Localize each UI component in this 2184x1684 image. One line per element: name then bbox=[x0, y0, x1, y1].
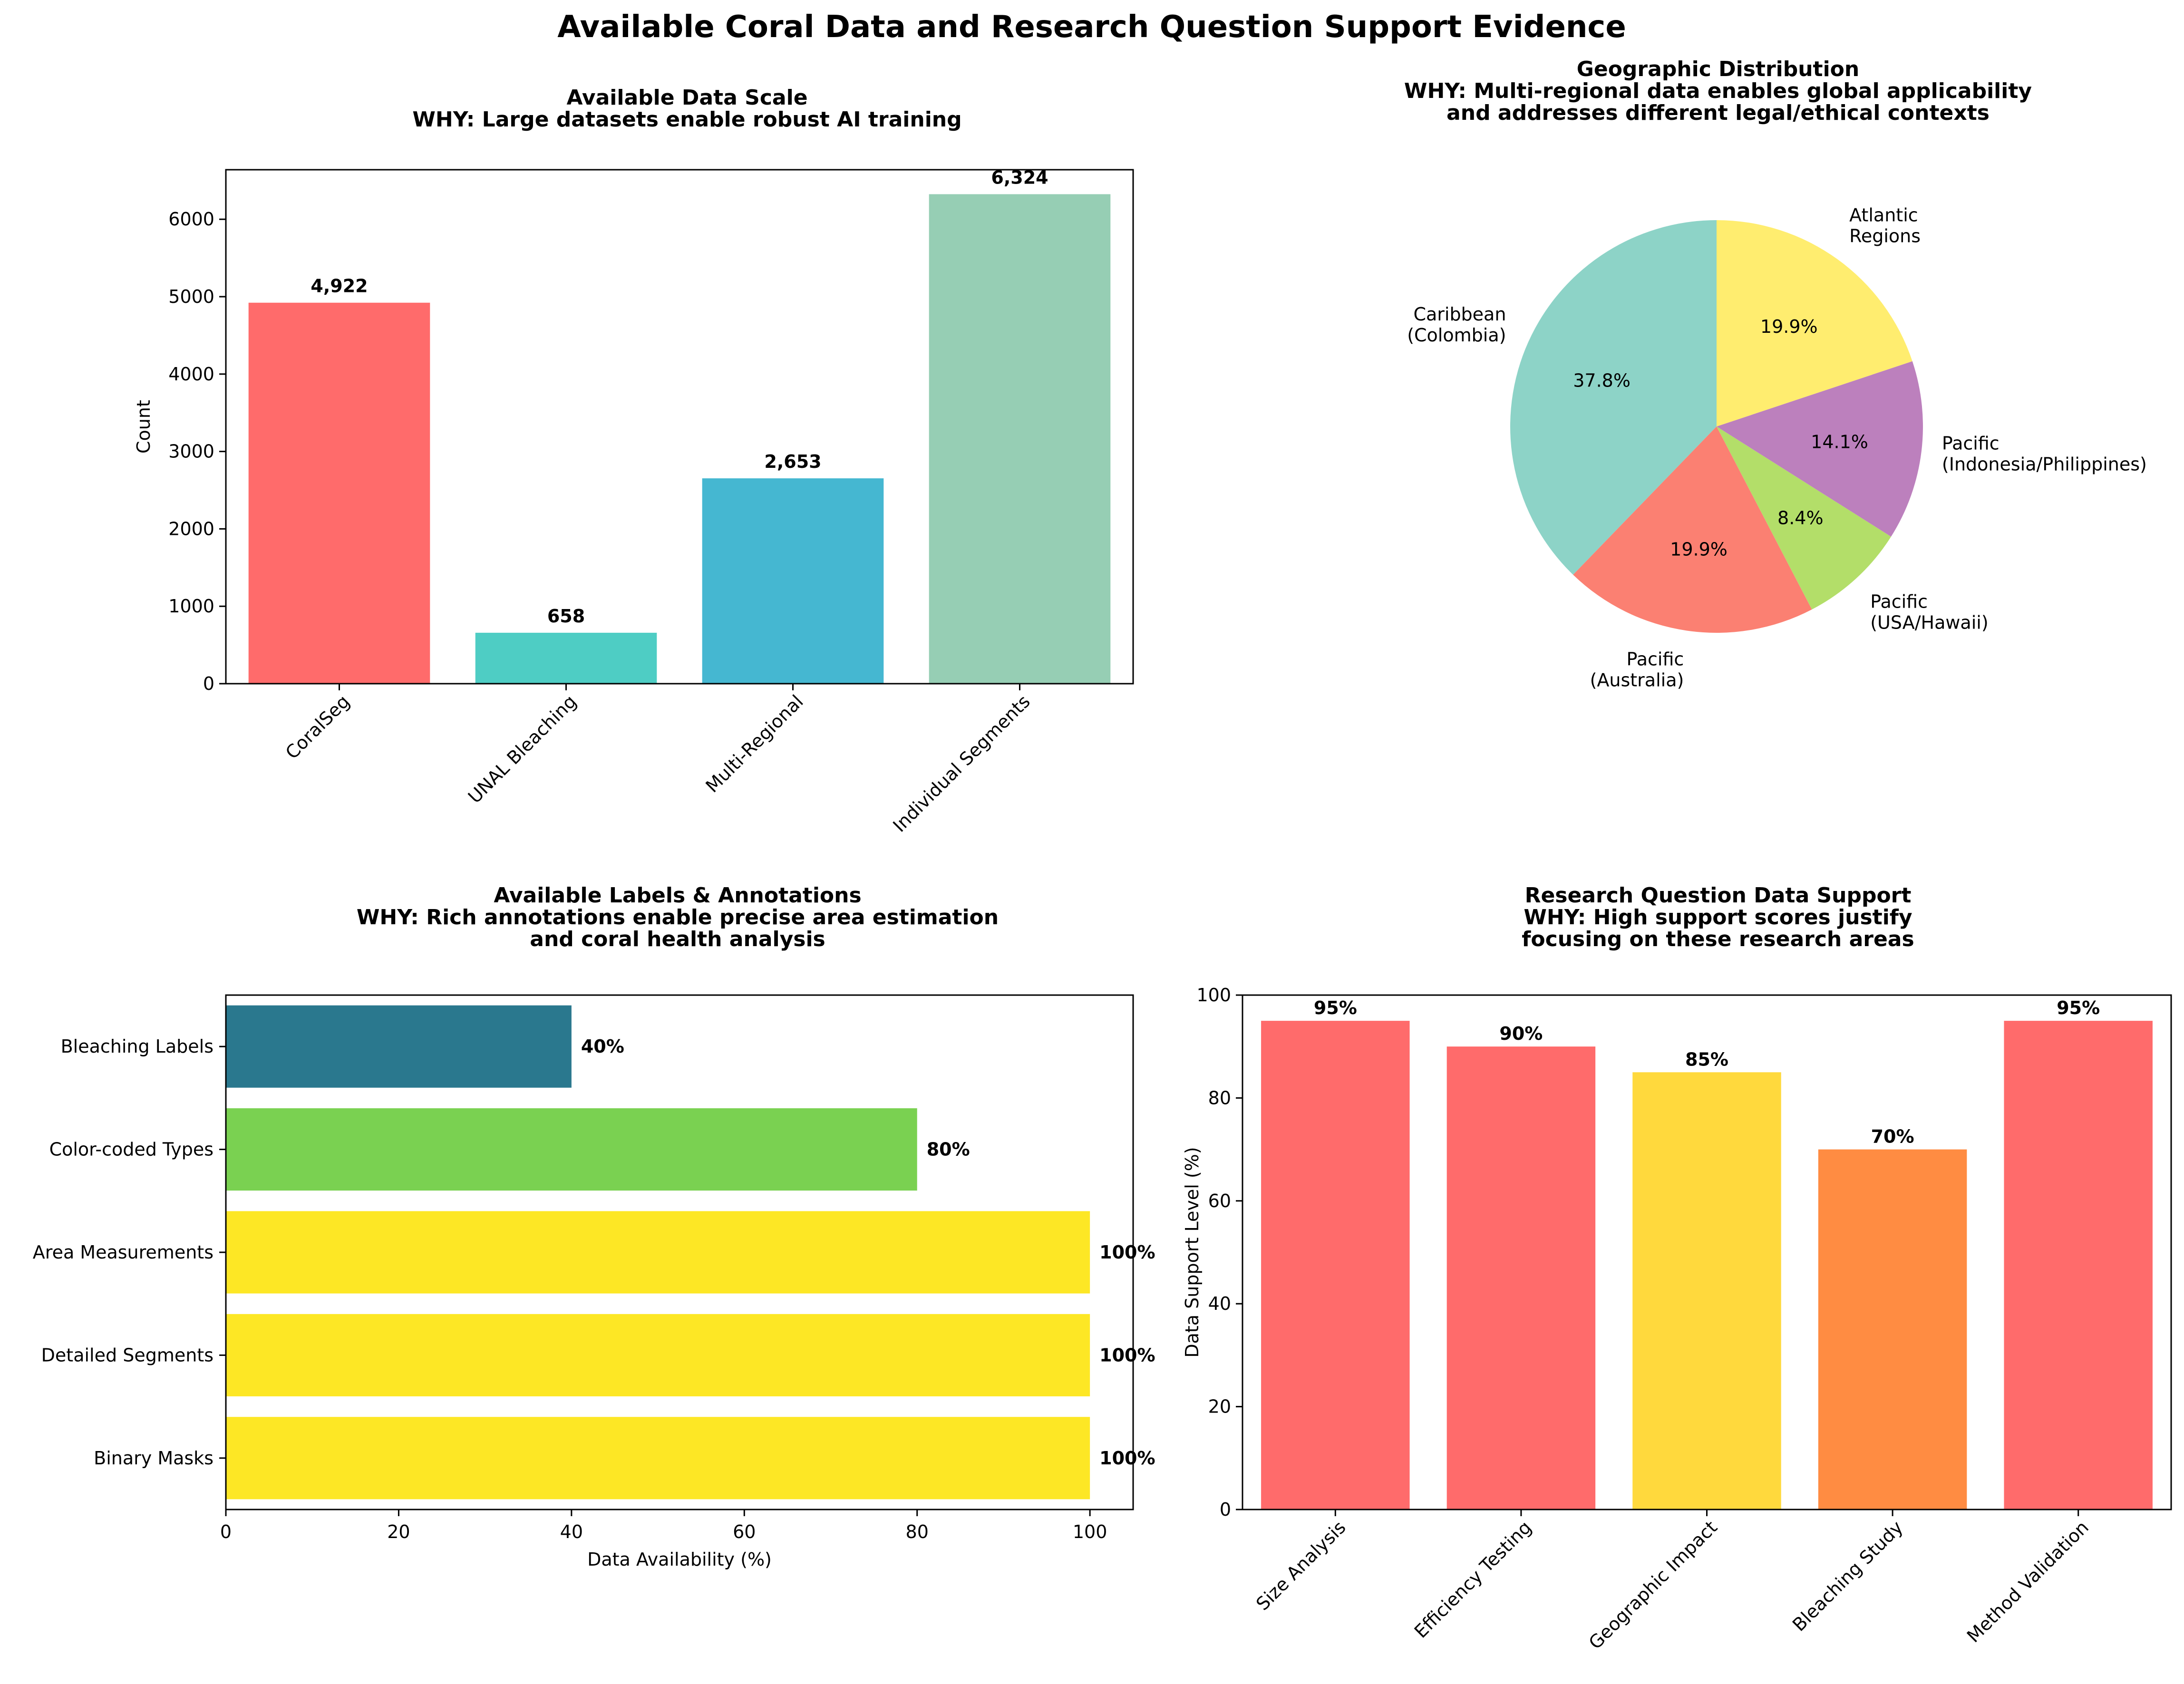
geo-dist-slice-pacific-indonesia-philippines-pct-label: 14.1% bbox=[1811, 431, 1868, 452]
data-scale-y-tick-label-0: 0 bbox=[203, 673, 214, 694]
research-support-bar-bleaching-study bbox=[1818, 1149, 1967, 1510]
data-scale-y-tick-label-6000: 6000 bbox=[168, 209, 214, 230]
research-support-title-line-2: WHY: High support scores justify bbox=[1524, 905, 1912, 929]
labels-bar-bleaching-labels bbox=[226, 1005, 572, 1088]
research-support-bar-geographic-impact bbox=[1632, 1072, 1781, 1510]
labels-x-tick-label-0: 0 bbox=[220, 1521, 232, 1542]
labels-y-tick-label-binary-masks: Binary Masks bbox=[94, 1448, 214, 1469]
geo-dist-slice-caribbean-colombia-label-line-1: Caribbean bbox=[1413, 304, 1506, 325]
data-scale-y-axis-label: Count bbox=[133, 400, 154, 454]
data-scale-value-label-unal-bleaching: 658 bbox=[547, 606, 585, 627]
labels-y-tick-label-detailed-segments: Detailed Segments bbox=[41, 1345, 214, 1365]
research-support-y-tick-label-20: 20 bbox=[1208, 1396, 1231, 1417]
labels-x-tick-label-60: 60 bbox=[733, 1521, 756, 1542]
geo-dist-slice-pacific-indonesia-philippines-label-line-1: Pacific bbox=[1942, 433, 2000, 454]
geo-dist-slice-pacific-usa-hawaii-label-line-1: Pacific bbox=[1870, 591, 1928, 612]
geo-dist-slice-pacific-usa-hawaii-label-line-2: (USA/Hawaii) bbox=[1870, 612, 1988, 633]
geo-dist-slice-atlantic-regions-label-line-2: Regions bbox=[1849, 226, 1921, 247]
research-support-value-label-bleaching-study: 70% bbox=[1871, 1126, 1914, 1147]
research-support-bar-method-validation bbox=[2004, 1021, 2153, 1510]
research-support-y-tick-label-0: 0 bbox=[1220, 1499, 1231, 1520]
figure-title: Available Coral Data and Research Questi… bbox=[557, 10, 1626, 45]
data-scale-y-tick-label-1000: 1000 bbox=[168, 596, 214, 617]
labels-value-label-area-measurements: 100% bbox=[1099, 1242, 1155, 1263]
geo-dist-slice-pacific-australia-label-line-1: Pacific bbox=[1627, 648, 1684, 669]
research-support-y-tick-label-60: 60 bbox=[1208, 1190, 1231, 1211]
research-support-y-axis-label: Data Support Level (%) bbox=[1182, 1147, 1203, 1357]
research-support-bar-size-analysis bbox=[1261, 1021, 1410, 1510]
data-scale-title-line-1: Available Data Scale bbox=[566, 86, 807, 110]
geo-dist-slice-caribbean-colombia bbox=[1510, 220, 1717, 575]
research-support-y-tick-label-40: 40 bbox=[1208, 1293, 1231, 1314]
data-scale-value-label-multi-regional: 2,653 bbox=[764, 451, 821, 472]
research-support-title-line-3: focusing on these research areas bbox=[1522, 927, 1914, 951]
geo-dist-slice-pacific-usa-hawaii-pct-label: 8.4% bbox=[1777, 508, 1824, 529]
labels-title-line-2: WHY: Rich annotations enable precise are… bbox=[357, 905, 999, 929]
geo-dist-slice-pacific-usa-hawaii bbox=[1717, 426, 1891, 610]
geo-dist-slice-atlantic-regions-label-line-1: Atlantic bbox=[1849, 205, 1918, 226]
labels-x-tick-label-40: 40 bbox=[560, 1521, 583, 1542]
labels-bar-detailed-segments bbox=[226, 1314, 1090, 1396]
data-scale-y-tick-label-2000: 2000 bbox=[168, 518, 214, 539]
data-scale-title-line-2: WHY: Large datasets enable robust AI tra… bbox=[412, 107, 961, 132]
research-support-axes-frame bbox=[1242, 994, 2172, 1510]
labels-x-tick-label-20: 20 bbox=[387, 1521, 410, 1542]
data-scale-value-label-coralseg: 4,922 bbox=[311, 276, 368, 297]
labels-y-tick-label-bleaching-labels: Bleaching Labels bbox=[61, 1036, 214, 1057]
data-scale-y-tick-label-5000: 5000 bbox=[168, 286, 214, 307]
data-scale-bar-multi-regional bbox=[702, 478, 884, 684]
geo-dist-title-line-1: Geographic Distribution bbox=[1577, 57, 1859, 81]
geo-dist-slice-pacific-australia-label-line-2: (Australia) bbox=[1590, 669, 1684, 690]
labels-title-line-1: Available Labels & Annotations bbox=[494, 883, 861, 908]
data-scale-y-tick-label-3000: 3000 bbox=[168, 441, 214, 462]
labels-bar-color-coded-types bbox=[226, 1108, 917, 1191]
labels-value-label-detailed-segments: 100% bbox=[1099, 1345, 1155, 1365]
labels-x-tick-label-80: 80 bbox=[906, 1521, 929, 1542]
geo-dist-slice-pacific-indonesia-philippines bbox=[1717, 361, 1923, 537]
research-support-bar-efficiency-testing bbox=[1446, 1046, 1596, 1510]
labels-bar-area-measurements bbox=[226, 1211, 1090, 1294]
geo-dist-slice-atlantic-regions bbox=[1717, 220, 1912, 426]
geo-dist-title-line-2: WHY: Multi-regional data enables global … bbox=[1404, 79, 2032, 103]
data-scale-bar-individual-segments bbox=[929, 194, 1111, 684]
data-scale-y-tick-label-4000: 4000 bbox=[168, 364, 214, 385]
research-support-y-tick-label-100: 100 bbox=[1196, 985, 1231, 1006]
research-support-y-tick-label-80: 80 bbox=[1208, 1087, 1231, 1108]
labels-value-label-color-coded-types: 80% bbox=[927, 1139, 970, 1160]
research-support-value-label-geographic-impact: 85% bbox=[1685, 1049, 1728, 1070]
labels-x-axis-label: Data Availability (%) bbox=[587, 1549, 772, 1570]
data-scale-bar-unal-bleaching bbox=[475, 632, 657, 684]
geo-dist-slice-pacific-indonesia-philippines-label-line-2: (Indonesia/Philippines) bbox=[1942, 454, 2147, 475]
research-support-value-label-method-validation: 95% bbox=[2057, 997, 2100, 1018]
research-support-title-line-1: Research Question Data Support bbox=[1525, 883, 1912, 908]
labels-title-line-3: and coral health analysis bbox=[530, 927, 825, 951]
labels-x-tick-label-100: 100 bbox=[1073, 1521, 1107, 1542]
labels-bar-binary-masks bbox=[226, 1417, 1090, 1500]
geo-dist-slice-pacific-australia-pct-label: 19.9% bbox=[1670, 539, 1728, 560]
labels-y-tick-label-color-coded-types: Color-coded Types bbox=[49, 1139, 214, 1160]
labels-y-tick-label-area-measurements: Area Measurements bbox=[33, 1242, 214, 1263]
data-scale-bar-coralseg bbox=[248, 302, 430, 684]
geo-dist-slice-atlantic-regions-pct-label: 19.9% bbox=[1760, 316, 1818, 337]
research-support-value-label-size-analysis: 95% bbox=[1314, 997, 1357, 1018]
research-support-value-label-efficiency-testing: 90% bbox=[1499, 1023, 1543, 1044]
labels-value-label-bleaching-labels: 40% bbox=[581, 1036, 624, 1057]
geo-dist-slice-caribbean-colombia-pct-label: 37.8% bbox=[1573, 370, 1631, 391]
geo-dist-slice-pacific-australia bbox=[1573, 426, 1812, 633]
data-scale-value-label-individual-segments: 6,324 bbox=[991, 167, 1048, 188]
data-scale-axes-frame bbox=[225, 169, 1134, 685]
labels-value-label-binary-masks: 100% bbox=[1099, 1448, 1155, 1469]
geo-dist-slice-caribbean-colombia-label-line-2: (Colombia) bbox=[1407, 325, 1506, 346]
geo-dist-title-line-3: and addresses different legal/ethical co… bbox=[1446, 101, 1990, 125]
labels-axes-frame bbox=[225, 994, 1134, 1510]
